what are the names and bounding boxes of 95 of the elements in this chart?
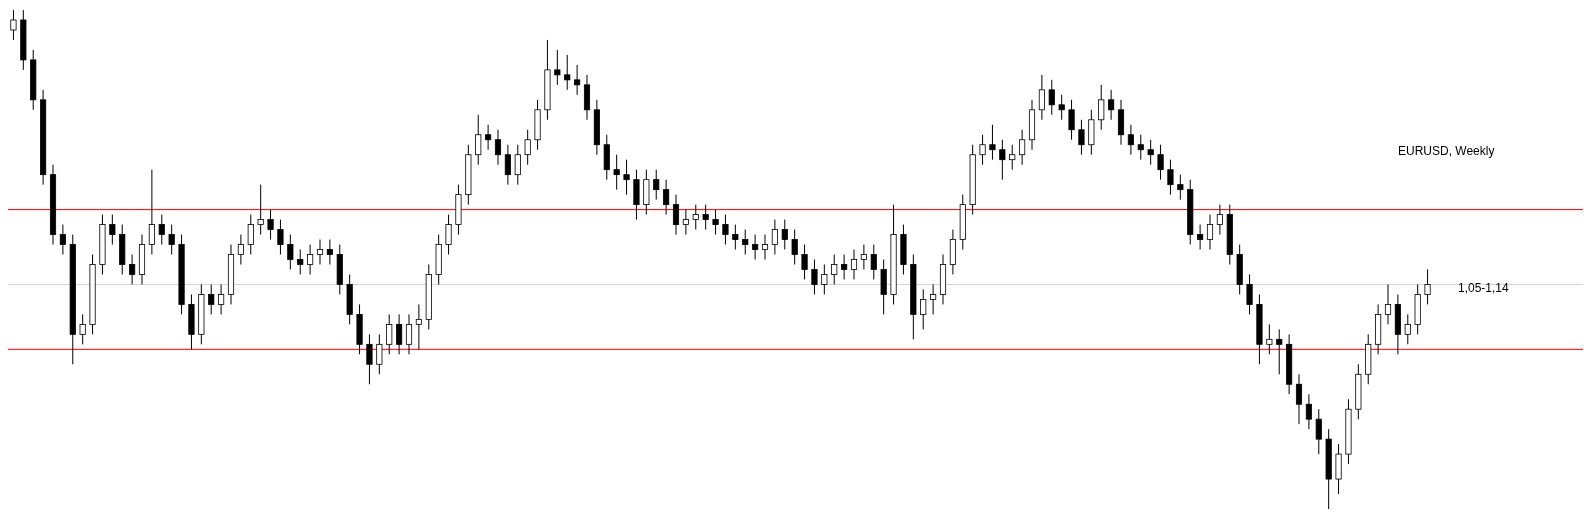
candlestick (811, 259, 818, 295)
candlestick (1038, 74, 1045, 121)
candlestick (237, 234, 244, 265)
candlestick (623, 159, 630, 196)
candlestick (722, 214, 729, 246)
candlestick (504, 144, 511, 186)
candlestick (316, 239, 324, 265)
candlestick (376, 333, 383, 375)
candlestick (761, 234, 769, 260)
candlestick (1048, 79, 1055, 116)
candlestick (524, 129, 531, 166)
candlestick (831, 254, 838, 285)
candlestick (148, 169, 155, 256)
candlestick (989, 124, 996, 161)
candlestick (1276, 328, 1283, 375)
candlestick (1058, 94, 1065, 121)
candlestick (663, 179, 670, 216)
candlestick (1177, 174, 1184, 201)
candlestick (920, 288, 927, 330)
candlestick (267, 209, 274, 241)
candlestick (405, 313, 413, 355)
candlestick (801, 244, 808, 280)
candlestick (821, 263, 828, 295)
candlestick (415, 303, 422, 350)
candlestick (791, 229, 798, 265)
candlestick (870, 244, 877, 280)
candlestick (1206, 214, 1214, 251)
candlestick (930, 283, 937, 315)
candlestick (1157, 144, 1164, 181)
candlestick (692, 204, 699, 231)
candlestick (1127, 124, 1134, 156)
candlestick (514, 144, 521, 186)
text: EURUSD, Weekly (1398, 144, 1495, 158)
candlestick (366, 333, 373, 385)
candlestick (1266, 323, 1273, 355)
candlestick (297, 249, 304, 275)
candlestick (10, 9, 17, 41)
candlestick (752, 234, 759, 260)
candlestick (1305, 393, 1312, 430)
candlestick (257, 184, 264, 236)
candlestick (247, 214, 254, 256)
text: 1,05-1,14 (1458, 281, 1510, 295)
candlestick (1137, 134, 1144, 161)
candlestick (396, 313, 403, 355)
candlestick (277, 219, 284, 256)
candlestick (860, 244, 867, 270)
candlestick (1009, 144, 1016, 171)
candlestick (781, 219, 788, 251)
candlestick (841, 254, 848, 280)
candlestick (485, 124, 492, 151)
candlestick (158, 214, 165, 246)
candlestick (1147, 139, 1154, 166)
candlestick (307, 244, 314, 275)
candlestick (564, 54, 571, 91)
candlestick (1098, 84, 1105, 131)
candlestick (386, 313, 393, 355)
candlestick (653, 169, 660, 201)
candlestick (287, 234, 294, 270)
candlestick (1197, 224, 1204, 251)
candlestick (712, 209, 719, 236)
candlestick (613, 154, 620, 191)
candlestick (1295, 373, 1303, 425)
candlestick (1068, 99, 1075, 141)
candlestick (999, 139, 1006, 181)
candlestick (109, 214, 116, 246)
candlestick (494, 129, 502, 166)
candlestick (1019, 129, 1026, 166)
candlestick (168, 224, 175, 256)
candlestick (326, 239, 333, 265)
candlestick (1404, 313, 1411, 345)
candlestick (1246, 273, 1253, 315)
candlestick (979, 134, 986, 166)
candlestick (850, 249, 858, 280)
candlestick (59, 224, 66, 256)
candlestick (574, 64, 581, 96)
candlestick (554, 49, 561, 86)
candlestick (702, 204, 709, 231)
candlestick (1216, 204, 1223, 236)
candlestick (1078, 119, 1085, 156)
candlestick (129, 254, 136, 285)
candlestick (732, 224, 739, 251)
candlestick (208, 283, 215, 315)
candlestick (445, 214, 452, 256)
candlestick (672, 194, 680, 236)
candlestick (771, 219, 778, 256)
candlestick (475, 114, 482, 166)
candlestick (682, 209, 689, 236)
candlestick (742, 229, 749, 256)
candlestick (1384, 283, 1392, 325)
candlestick (1167, 159, 1174, 196)
candlestick (218, 283, 225, 315)
candlestick (1315, 408, 1322, 455)
candlestick (1424, 268, 1431, 305)
candlestick (1108, 89, 1115, 121)
candlestick (79, 313, 86, 345)
